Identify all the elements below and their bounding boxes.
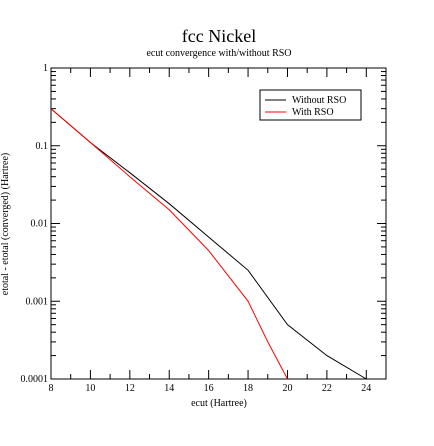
y-axis-label: etotal - etotal (converged) (Hartree) xyxy=(0,153,11,296)
x-tick-label: 22 xyxy=(322,383,332,394)
y-tick-label: 1 xyxy=(43,63,48,74)
y-tick-label: 0.001 xyxy=(26,296,49,307)
x-tick-label: 14 xyxy=(164,383,174,394)
y-tick-label: 0.01 xyxy=(31,219,49,230)
x-tick-label: 10 xyxy=(85,383,95,394)
legend-label-1: Without RSO xyxy=(292,95,346,106)
x-tick-label: 20 xyxy=(282,383,292,394)
x-tick-label: 12 xyxy=(125,383,135,394)
x-tick-label: 8 xyxy=(49,383,54,394)
series-line-1 xyxy=(50,108,367,380)
x-tick-label: 16 xyxy=(204,383,214,394)
series-line-2 xyxy=(50,108,288,380)
y-tick-label: 0.1 xyxy=(36,141,49,152)
legend-box xyxy=(259,89,362,121)
x-axis-label: ecut (Hartree) xyxy=(191,398,247,409)
plot-area: 8 10 12 14 16 18 20 22 24 0.0001 0.001 0.01 0.1 1 xyxy=(21,63,387,394)
chart-title: fcc Nickel xyxy=(182,26,256,46)
legend-label-2: With RSO xyxy=(292,107,334,118)
x-tick-label: 24 xyxy=(361,383,371,394)
x-tick-label: 18 xyxy=(243,383,253,394)
y-tick-label: 0.0001 xyxy=(21,374,49,385)
chart-subtitle: ecut convergence with/without RSO xyxy=(146,48,291,59)
